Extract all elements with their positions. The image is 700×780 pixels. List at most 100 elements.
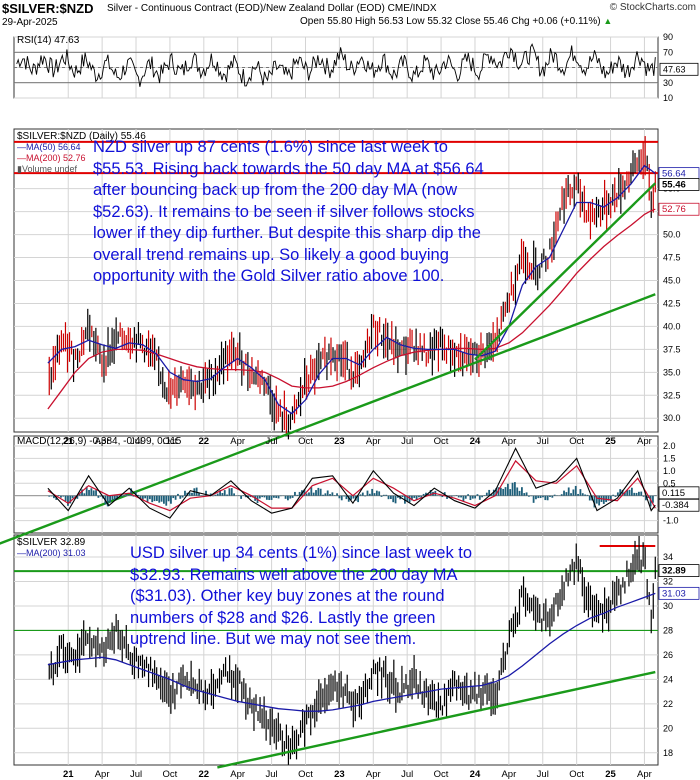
y-tick-label: 24 xyxy=(663,674,673,684)
x-axis-label: Jul xyxy=(401,436,413,447)
y-tick-label: -1.0 xyxy=(663,516,679,526)
up-triangle-icon: ▲ xyxy=(603,16,613,26)
rsi-value-tag xyxy=(659,62,699,76)
panel-frame xyxy=(13,435,659,534)
x-axis-label: Oct xyxy=(569,769,584,780)
usd-annotation: USD silver up 34 cents (1%) since last w… xyxy=(130,543,510,651)
usd-annotation-line: uptrend line. But we may not see them. xyxy=(130,630,417,648)
usd-trendline xyxy=(217,670,656,769)
usd-price-tag xyxy=(658,586,700,600)
y-tick-label: 45.0 xyxy=(663,276,681,286)
y-tick-label: 90 xyxy=(663,32,673,42)
x-axis-label: Jul xyxy=(537,769,549,780)
price-tag-label: 55.46 xyxy=(662,179,686,190)
x-axis-label: Oct xyxy=(163,769,178,780)
usd-title: $SILVER 32.89 xyxy=(17,537,86,548)
x-axis-label: Jul xyxy=(130,436,142,447)
usd-annotation-line: USD silver up 34 cents (1%) since last w… xyxy=(130,544,473,562)
x-axis-label: 21 xyxy=(63,436,74,447)
x-axis-label: Apr xyxy=(230,436,245,447)
y-tick-label: 30 xyxy=(663,78,673,88)
price-tag xyxy=(658,178,700,191)
y-tick-label: 30 xyxy=(663,601,673,611)
trendline xyxy=(474,182,657,361)
nzd-annotation-line: overall trend remains up. So likely a go… xyxy=(93,245,449,264)
x-axis-label: Oct xyxy=(434,436,449,447)
macd-value-label: 0.115 xyxy=(662,488,685,499)
x-axis-label: Oct xyxy=(298,436,313,447)
x-axis-label: Oct xyxy=(434,769,449,780)
source-credit: © StockCharts.com xyxy=(609,2,696,13)
ma200-line xyxy=(47,208,656,410)
rsi-title: RSI(14) 47.63 xyxy=(17,35,80,46)
macd-value-tag xyxy=(658,498,700,512)
x-axis-label: 23 xyxy=(334,769,345,780)
x-axis-label: Apr xyxy=(366,769,381,780)
x-axis-label: Jul xyxy=(537,436,549,447)
y-tick-label: 22 xyxy=(663,699,673,709)
ma50-line xyxy=(47,164,656,415)
x-axis-label: 23 xyxy=(334,436,345,447)
x-axis-label: Jul xyxy=(401,769,413,780)
price-tag xyxy=(658,202,700,216)
x-axis-label: Apr xyxy=(501,436,516,447)
usd-ma200-legend: —MA(200) 31.03 xyxy=(17,548,86,558)
usd-price-tag-label: 32.89 xyxy=(662,566,686,577)
macd-value-label: -0.384 xyxy=(662,500,689,511)
x-axis-label: 22 xyxy=(199,769,210,780)
ohlc-summary: Open 55.80 High 56.53 Low 55.32 Close 55… xyxy=(300,16,612,27)
x-axis-label: 24 xyxy=(470,769,481,780)
rsi-line xyxy=(16,43,656,87)
usd-annotation-line: $32.93. Remains well above the 200 day M… xyxy=(130,565,458,584)
y-tick-label: 70 xyxy=(663,47,673,57)
nzd-annotation-line: opportunity with the Gold Silver ratio a… xyxy=(93,267,445,285)
y-tick-label: 50.0 xyxy=(663,230,681,240)
y-tick-label: 2.0 xyxy=(663,441,676,451)
y-tick-label: 10 xyxy=(663,93,673,103)
x-axis-label: Apr xyxy=(230,769,245,780)
volume-legend: ▮Volume undef xyxy=(17,164,77,174)
x-axis-label: Oct xyxy=(569,436,584,447)
y-tick-label: 26 xyxy=(663,650,673,660)
y-tick-label: 0.5 xyxy=(663,478,676,488)
x-axis-label: Apr xyxy=(637,769,652,780)
y-tick-label: 40.0 xyxy=(663,321,681,331)
nzd-annotation-line: $55.53. Rising back towards the 50 day M… xyxy=(93,159,484,178)
chart-date: 29-Apr-2025 xyxy=(2,17,58,28)
macd-title: MACD(12,26,9) -0.384, -0.499, 0.115 xyxy=(17,436,182,447)
nzd-annotation-line: after bouncing back up from the 200 day … xyxy=(93,181,458,199)
x-axis-label: 25 xyxy=(605,769,616,780)
y-tick-label: 28 xyxy=(663,625,673,635)
chart-symbol: $SILVER:$NZD xyxy=(2,1,94,16)
y-tick-label: 32.5 xyxy=(663,390,681,400)
x-axis-label: Oct xyxy=(298,769,313,780)
nzd-annotation-line: $52.63). It remains to be seen if silver… xyxy=(93,202,475,221)
x-axis-label: Apr xyxy=(95,769,110,780)
trendline xyxy=(0,293,656,545)
x-axis-label: Jul xyxy=(130,769,142,780)
x-axis-label: Jul xyxy=(266,436,278,447)
x-axis-label: Oct xyxy=(163,436,178,447)
x-axis-label: 21 xyxy=(63,769,74,780)
y-tick-label: 18 xyxy=(663,748,673,758)
x-axis-label: Jul xyxy=(266,769,278,780)
panel-frame xyxy=(13,534,659,766)
ma50-legend: —MA(50) 56.64 xyxy=(17,142,81,152)
x-axis-label: Apr xyxy=(95,436,110,447)
x-axis-label: Apr xyxy=(501,769,516,780)
nzd-title: $SILVER:$NZD (Daily) 55.46 xyxy=(17,131,146,142)
price-tag-label: 56.64 xyxy=(662,169,686,180)
usd-price-tag-label: 31.03 xyxy=(662,588,686,599)
y-tick-label: 20 xyxy=(663,723,673,733)
x-axis-label: Apr xyxy=(637,436,652,447)
x-axis-label: 24 xyxy=(470,436,481,447)
y-tick-label: 34 xyxy=(663,552,673,562)
nzd-annotation: NZD silver up 87 cents (1.6%) since last… xyxy=(93,137,523,288)
ohlc-text: Open 55.80 High 56.53 Low 55.32 Close 55… xyxy=(300,16,601,27)
macd-line xyxy=(47,447,656,519)
y-tick-label: 32 xyxy=(663,576,673,586)
usd-annotation-line: numbers of $28 and $26. Lastly the green xyxy=(130,608,436,627)
chart-description: Silver - Continuous Contract (EOD)/New Z… xyxy=(107,3,437,14)
y-tick-label: 42.5 xyxy=(663,298,681,308)
price-tag-label: 52.76 xyxy=(662,204,686,215)
